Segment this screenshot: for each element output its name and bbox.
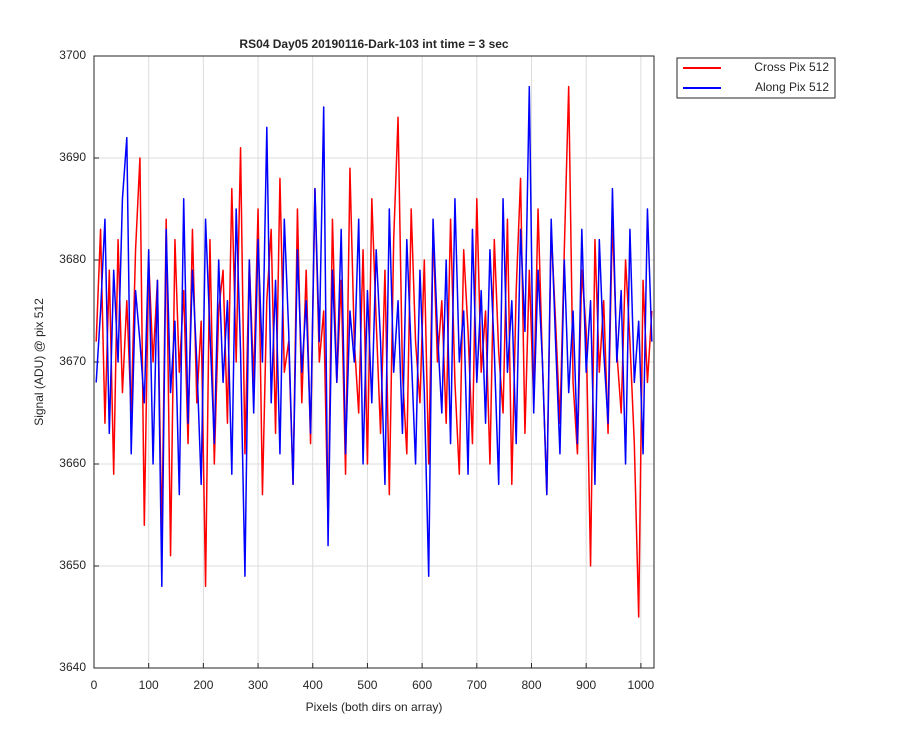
legend-label: Along Pix 512 <box>755 80 829 94</box>
x-tick-label: 100 <box>139 678 159 692</box>
y-tick-label: 3670 <box>59 354 86 368</box>
y-tick-label: 3700 <box>59 48 86 62</box>
x-tick-label: 900 <box>576 678 596 692</box>
x-tick-label: 400 <box>303 678 323 692</box>
legend-label: Cross Pix 512 <box>754 60 829 74</box>
x-tick-label: 1000 <box>628 678 655 692</box>
y-tick-label: 3680 <box>59 252 86 266</box>
y-tick-label: 3690 <box>59 150 86 164</box>
x-axis-label: Pixels (both dirs on array) <box>306 700 443 714</box>
y-tick-label: 3650 <box>59 558 86 572</box>
data-line <box>95 85 653 588</box>
x-tick-label: 700 <box>467 678 487 692</box>
axes-box <box>93 55 655 669</box>
y-tick-label: 3660 <box>59 456 86 470</box>
x-tick-label: 0 <box>91 678 98 692</box>
x-tick-label: 600 <box>412 678 432 692</box>
x-tick-label: 200 <box>193 678 213 692</box>
y-tick-label: 3640 <box>59 660 86 674</box>
x-tick-label: 300 <box>248 678 268 692</box>
x-tick-label: 800 <box>521 678 541 692</box>
chart-title: RS04 Day05 20190116-Dark-103 int time = … <box>239 37 509 51</box>
legend: Cross Pix 512 Along Pix 512 <box>676 57 836 99</box>
x-tick-label: 500 <box>357 678 377 692</box>
plot-area: 0 100 200 300 400 500 600 700 800 900 1000 3640 3650… <box>59 48 836 692</box>
legend-box <box>676 57 836 99</box>
y-axis-label: Signal (ADU) @ pix 512 <box>32 298 46 426</box>
